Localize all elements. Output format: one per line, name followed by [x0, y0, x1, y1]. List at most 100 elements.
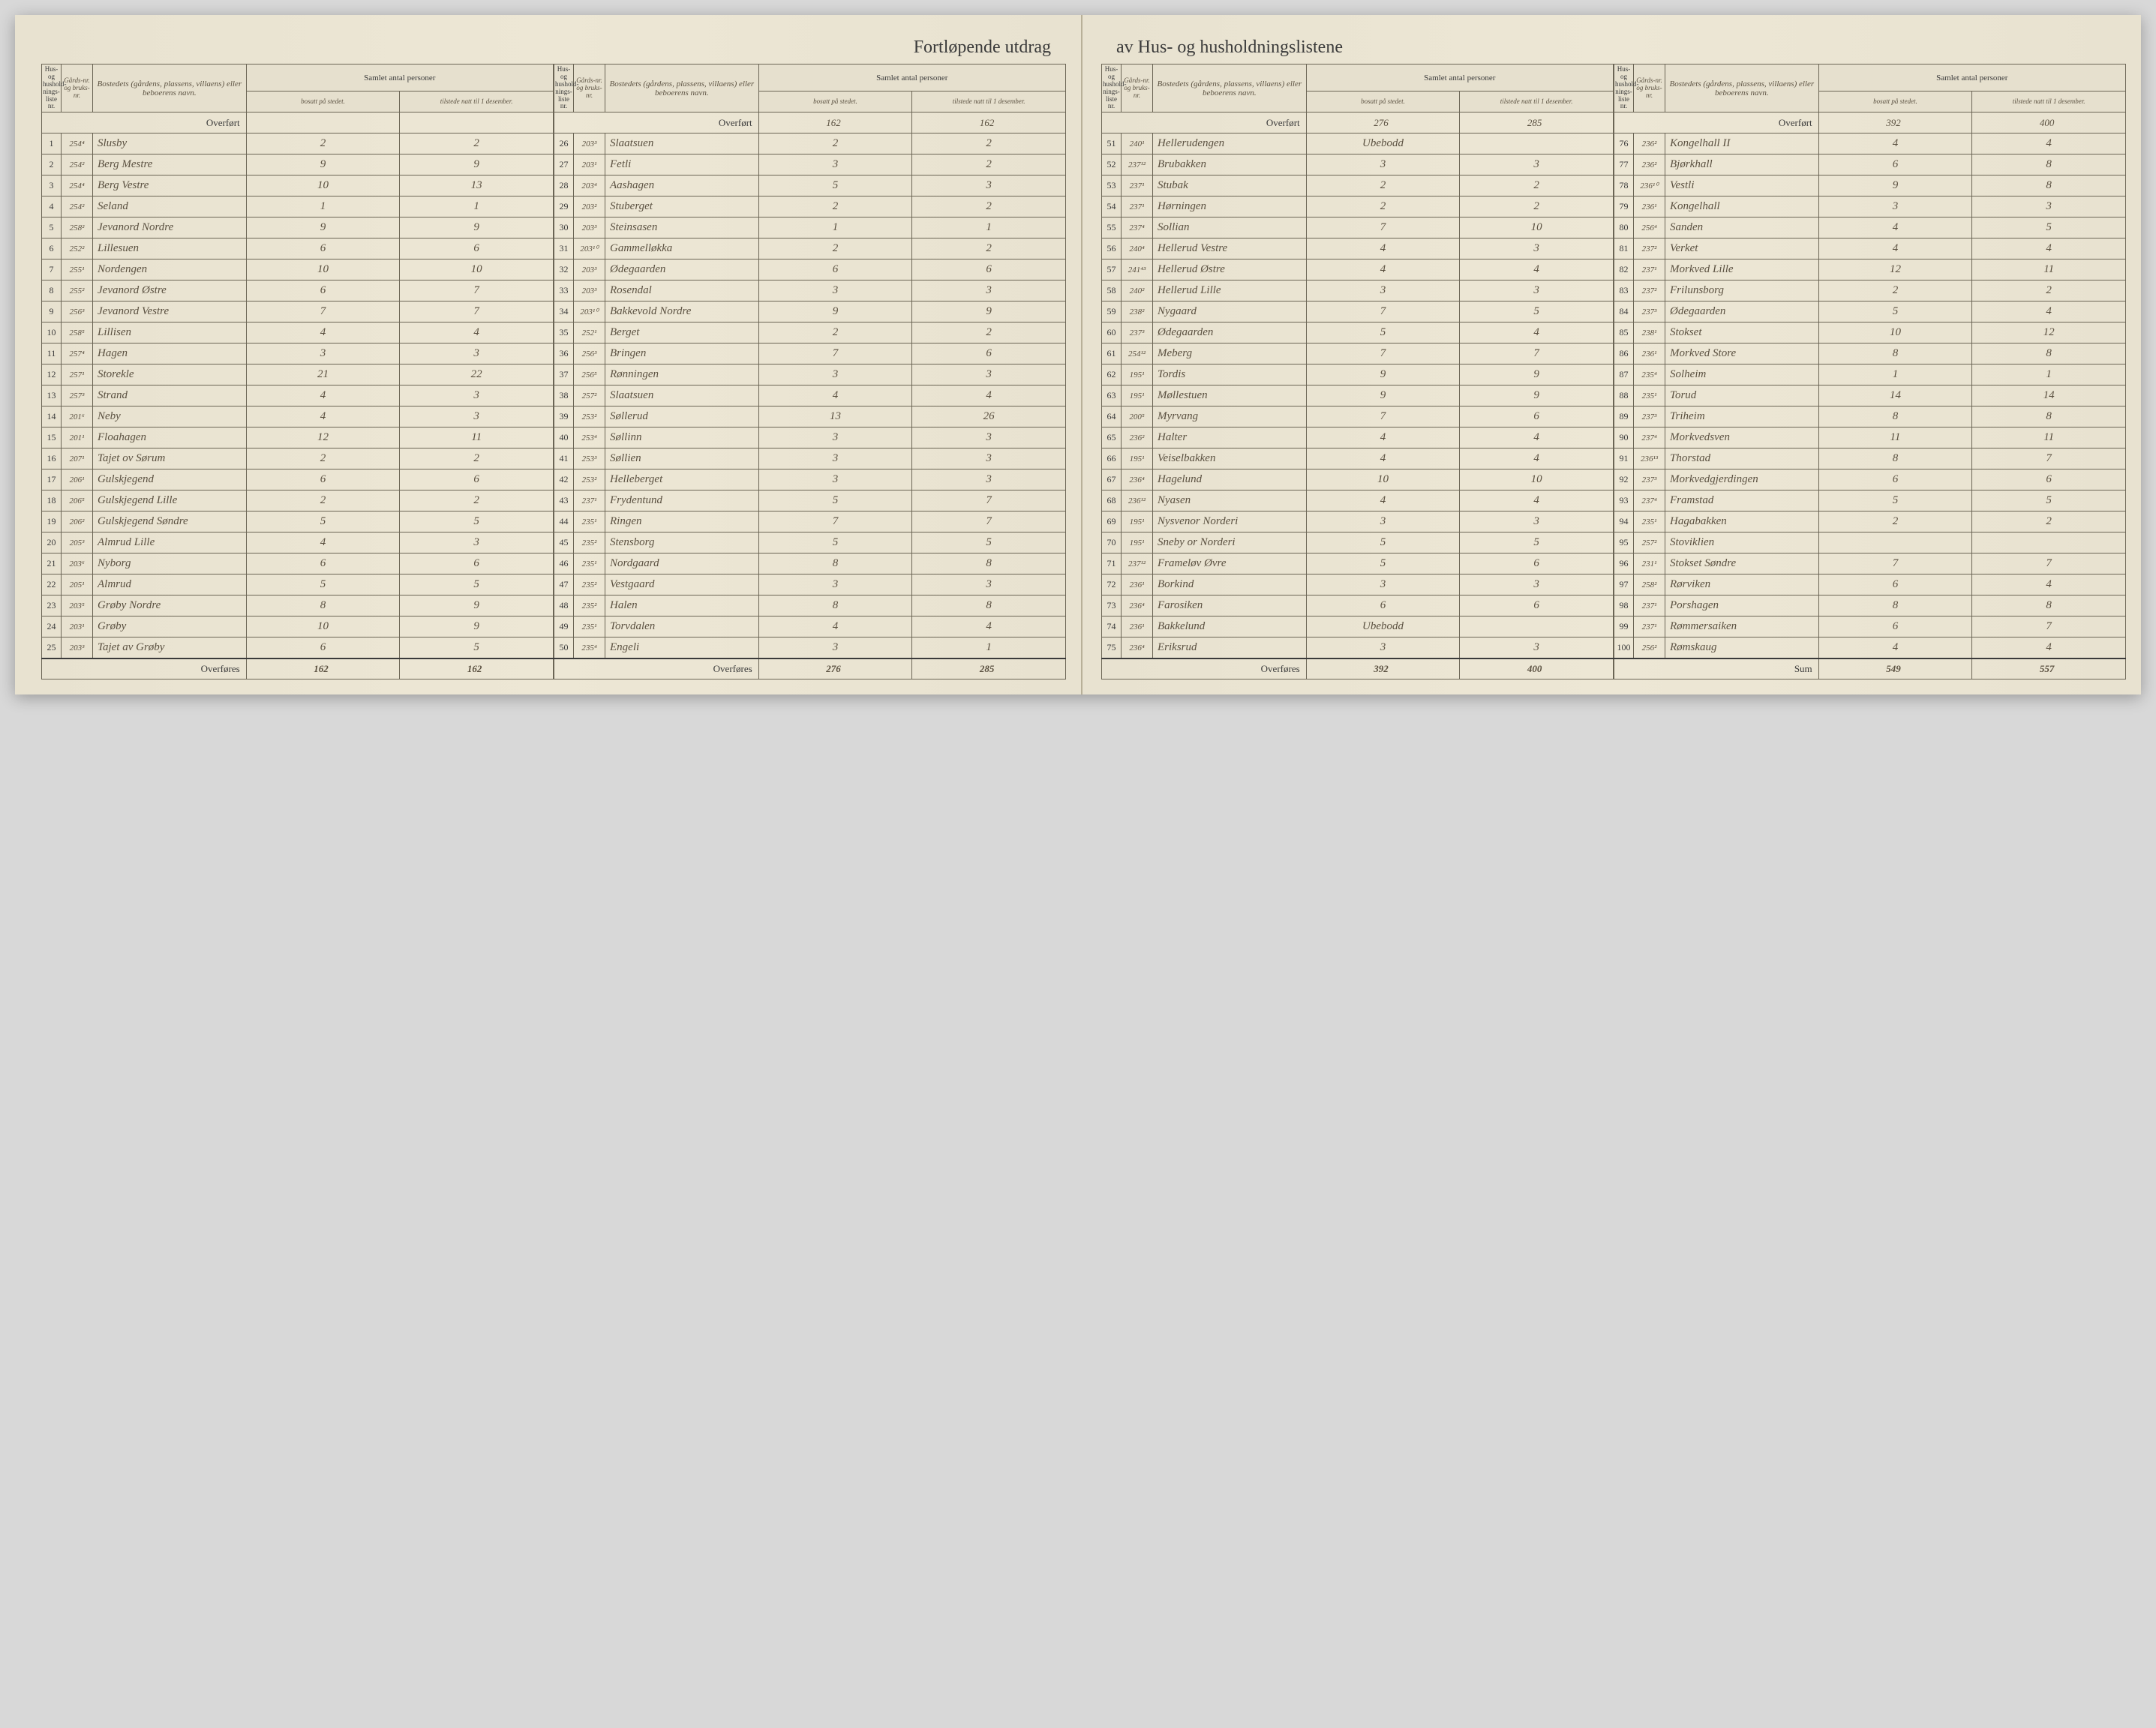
footer-label: Overføres: [554, 658, 759, 680]
table-row: 7255¹Nordengen1010: [42, 260, 554, 280]
table-row: 77236²Bjørkhall68: [1614, 154, 2126, 176]
row-bosatt: 6: [246, 638, 400, 658]
row-bosatt: 21: [246, 364, 400, 386]
row-name: Helleberget: [605, 470, 759, 490]
row-name: Rømskaug: [1665, 638, 1819, 658]
row-bosatt: 4: [1306, 238, 1460, 260]
row-nr: 24: [42, 616, 62, 638]
row-gards: 236⁴: [1122, 470, 1153, 490]
row-name: Tajet ov Sørum: [93, 448, 247, 470]
footer-tilstede: 162: [400, 658, 554, 680]
table-row: 25203³Tajet av Grøby65: [42, 638, 554, 658]
row-bosatt: 12: [246, 428, 400, 448]
row-bosatt: 12: [1818, 260, 1972, 280]
row-nr: 71: [1102, 554, 1122, 574]
row-nr: 25: [42, 638, 62, 658]
row-tilstede: 6: [1460, 554, 1614, 574]
table-row: 53237¹Stubak22: [1102, 176, 1614, 196]
table-row: 83237²Frilunsborg22: [1614, 280, 2126, 302]
row-gards: 203¹: [62, 616, 93, 638]
table-row: 98237¹Porshagen88: [1614, 596, 2126, 616]
table-row: 95257²Stoviklien: [1614, 532, 2126, 554]
row-nr: 81: [1614, 238, 1634, 260]
row-gards: 238¹: [1634, 322, 1665, 344]
row-nr: 91: [1614, 448, 1634, 470]
row-bosatt: 8: [758, 596, 912, 616]
row-name: Nyborg: [93, 554, 247, 574]
row-name: Gulskjegend: [93, 470, 247, 490]
overfort-label: Overført: [1102, 112, 1307, 134]
row-nr: 84: [1614, 302, 1634, 322]
table-row: 97258²Rørviken64: [1614, 574, 2126, 596]
row-tilstede: 3: [912, 428, 1066, 448]
row-bosatt: 6: [246, 554, 400, 574]
row-tilstede: 11: [400, 428, 554, 448]
row-tilstede: 6: [912, 260, 1066, 280]
row-bosatt: 5: [1306, 554, 1460, 574]
row-nr: 72: [1102, 574, 1122, 596]
row-tilstede: 1: [400, 196, 554, 218]
row-name: Rosendal: [605, 280, 759, 302]
row-bosatt: 7: [1818, 554, 1972, 574]
row-gards: 256³: [62, 302, 93, 322]
row-name: Ødegaarden: [605, 260, 759, 280]
row-gards: 231¹: [1634, 554, 1665, 574]
row-tilstede: 2: [400, 134, 554, 154]
row-bosatt: 10: [246, 176, 400, 196]
footer-bosatt: 549: [1818, 658, 1972, 680]
row-name: Vestgaard: [605, 574, 759, 596]
row-name: Steinsasen: [605, 218, 759, 238]
row-gards: 205¹: [62, 574, 93, 596]
table-row: 78236¹⁰Vestli98: [1614, 176, 2126, 196]
row-tilstede: 3: [912, 448, 1066, 470]
row-name: Ødegaarden: [1153, 322, 1307, 344]
row-gards: 201⁶: [62, 406, 93, 428]
footer-label: Sum: [1614, 658, 1819, 680]
row-tilstede: 5: [1972, 490, 2126, 512]
row-nr: 68: [1102, 490, 1122, 512]
row-name: Rømmersaiken: [1665, 616, 1819, 638]
overfort-label: Overført: [554, 112, 759, 134]
header-bosted: Bostedets (gårdens, plassens, villaens) …: [605, 64, 759, 112]
row-name: Storekle: [93, 364, 247, 386]
row-bosatt: 1: [246, 196, 400, 218]
row-tilstede: 7: [1972, 616, 2126, 638]
table-row: 13257³Strand43: [42, 386, 554, 406]
row-name: Slaatsuen: [605, 134, 759, 154]
row-nr: 63: [1102, 386, 1122, 406]
overfort-bosatt: [246, 112, 400, 134]
row-nr: 62: [1102, 364, 1122, 386]
row-bosatt: 9: [758, 302, 912, 322]
row-bosatt: 4: [1818, 218, 1972, 238]
row-gards: 203³: [62, 638, 93, 658]
row-gards: 254⁴: [62, 134, 93, 154]
row-name: Brubakken: [1153, 154, 1307, 176]
row-tilstede: 7: [1972, 448, 2126, 470]
table-row: 63195¹Møllestuen99: [1102, 386, 1614, 406]
row-name: Seland: [93, 196, 247, 218]
row-tilstede: 7: [400, 280, 554, 302]
row-tilstede: 1: [912, 218, 1066, 238]
header-tilstede: tilstede natt til 1 desember.: [400, 92, 554, 112]
row-nr: 40: [554, 428, 574, 448]
row-gards: 203⁵: [62, 596, 93, 616]
row-tilstede: 8: [1972, 176, 2126, 196]
row-tilstede: 6: [1460, 596, 1614, 616]
row-tilstede: 5: [400, 574, 554, 596]
row-gards: 256³: [574, 344, 605, 364]
row-bosatt: 6: [1818, 616, 1972, 638]
row-name: Sollian: [1153, 218, 1307, 238]
row-tilstede: 2: [912, 238, 1066, 260]
header-bosatt: bosatt på stedet.: [1818, 92, 1972, 112]
table-row: 81237²Verket44: [1614, 238, 2126, 260]
row-nr: 18: [42, 490, 62, 512]
row-name: Triheim: [1665, 406, 1819, 428]
row-nr: 8: [42, 280, 62, 302]
census-table: Hus- og hushold-nings-liste nr.Gårds-nr.…: [41, 64, 554, 680]
row-name: Hagelund: [1153, 470, 1307, 490]
row-bosatt: 1: [1818, 364, 1972, 386]
row-tilstede: [1460, 134, 1614, 154]
row-name: Torvdalen: [605, 616, 759, 638]
row-nr: 27: [554, 154, 574, 176]
row-bosatt: 7: [1306, 302, 1460, 322]
